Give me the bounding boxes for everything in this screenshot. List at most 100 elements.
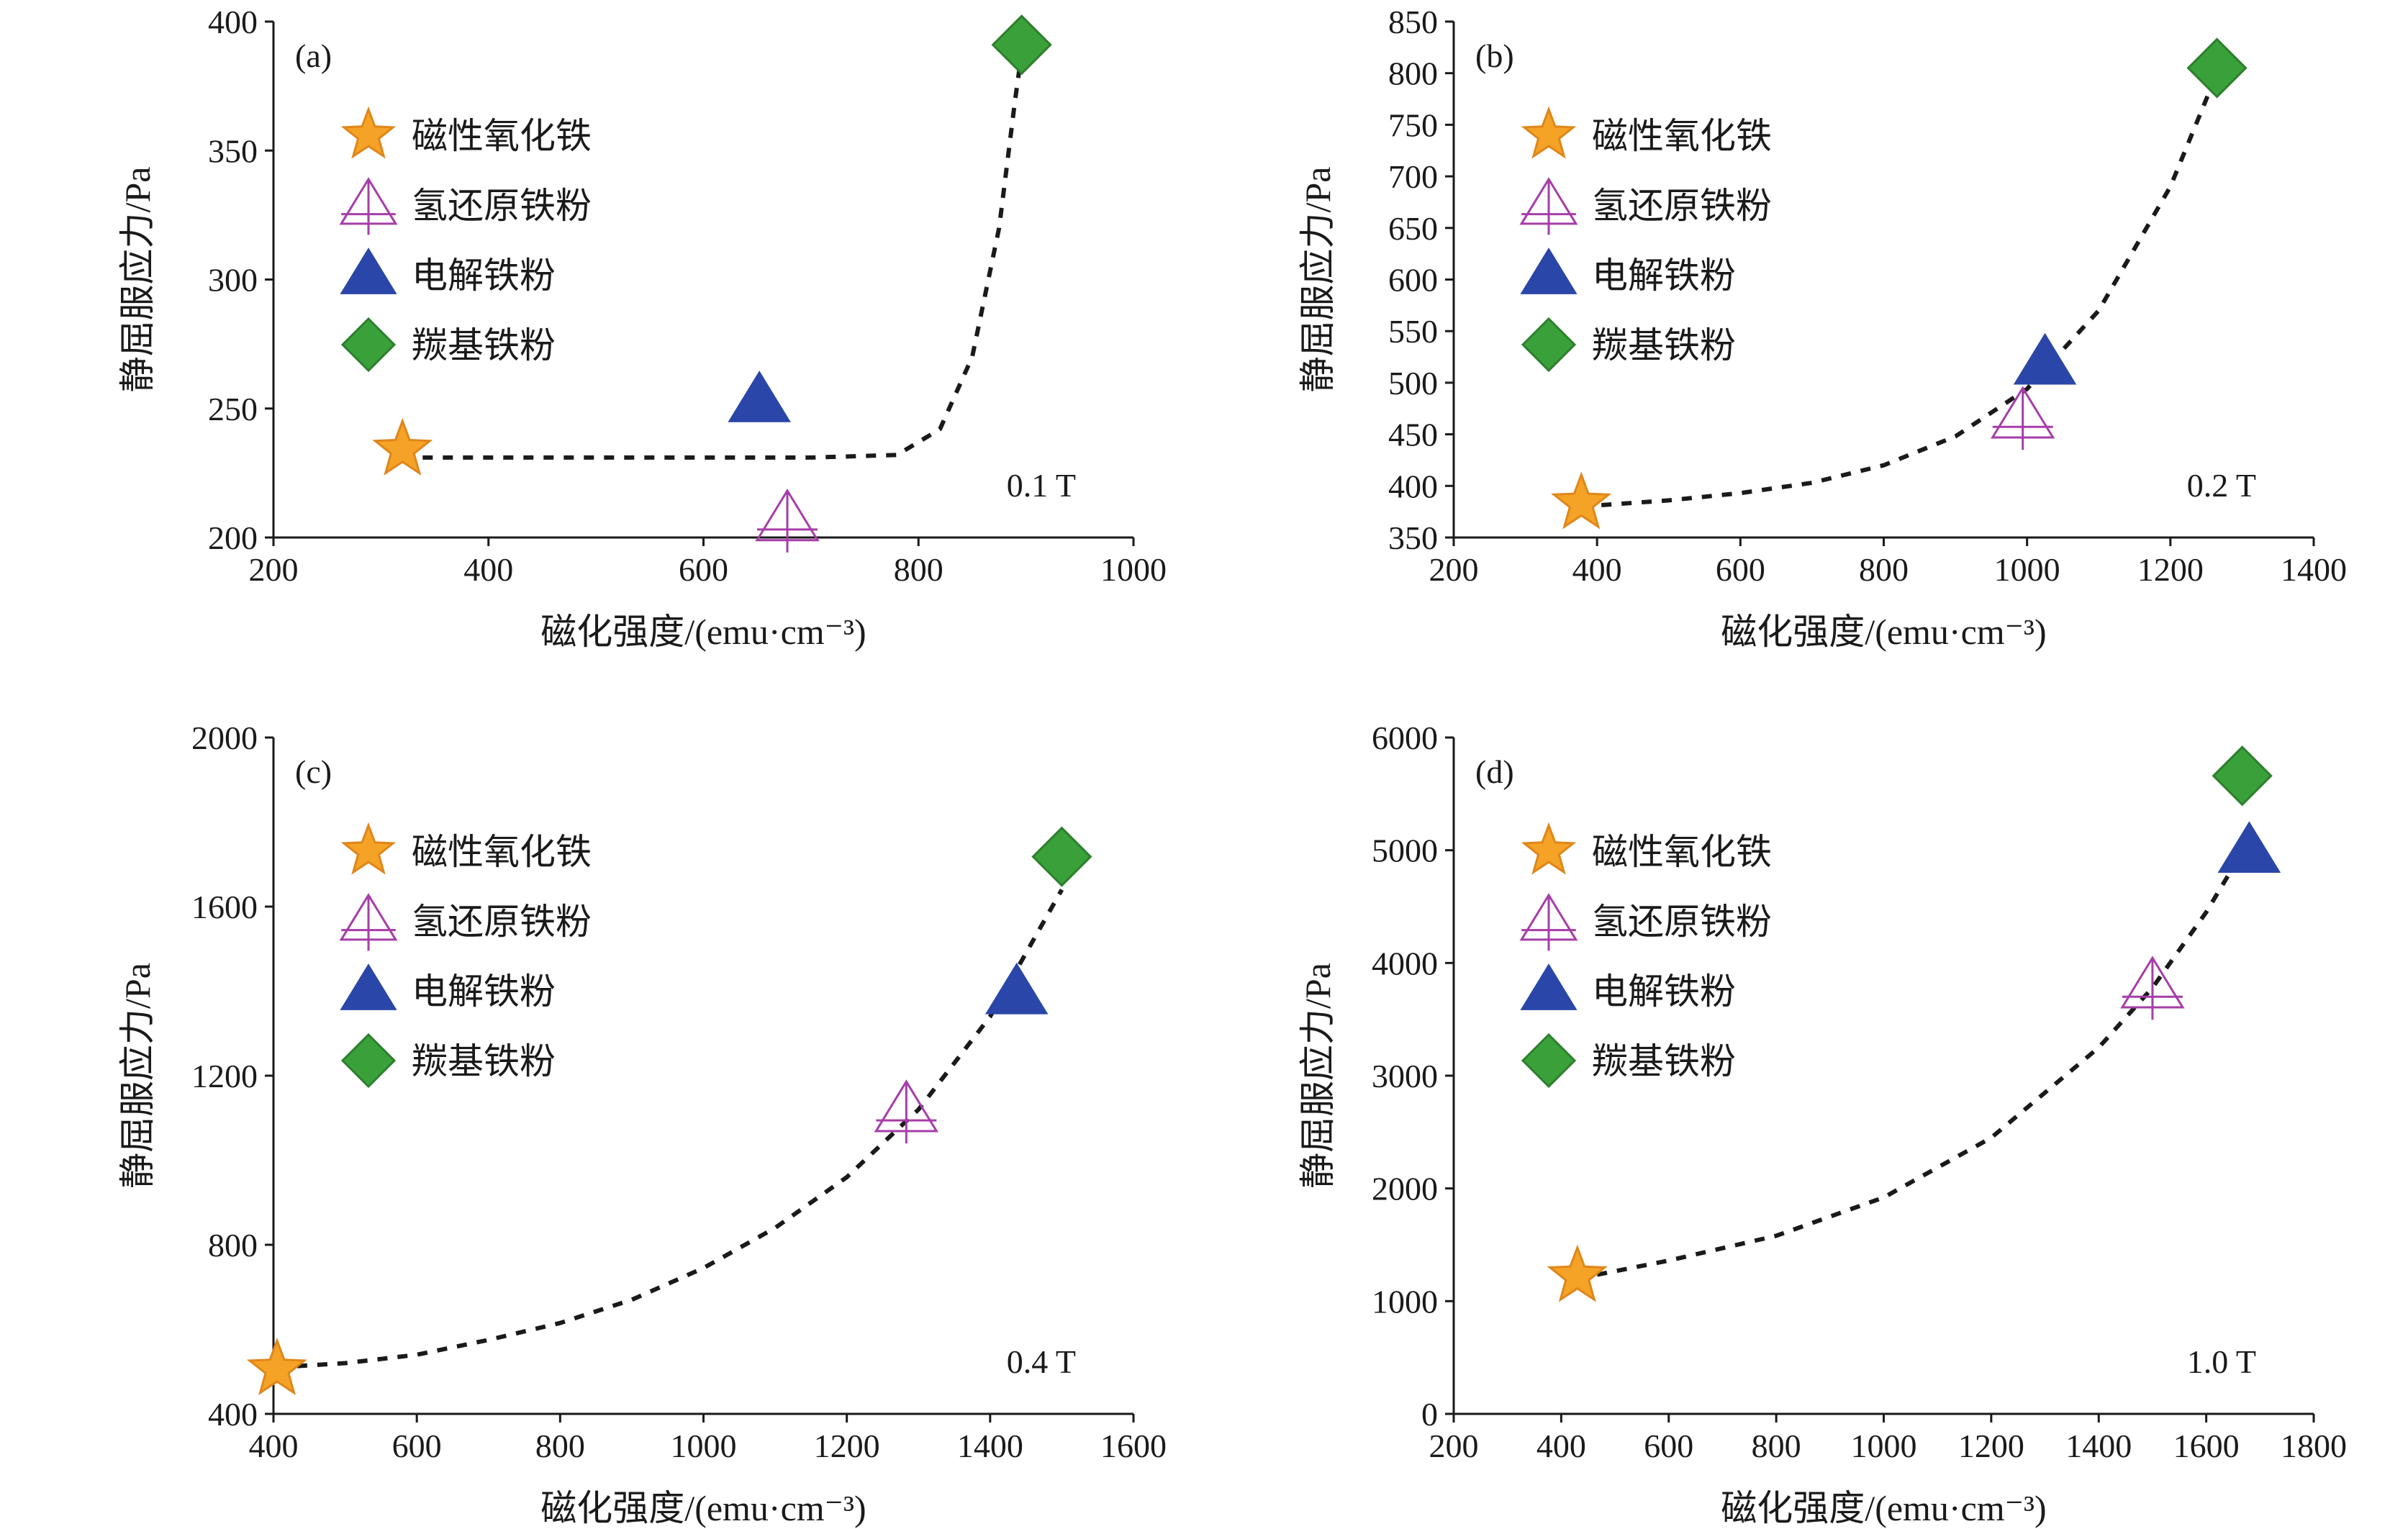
x-tick-label: 1200 [814,1428,880,1464]
data-point-triangle [2217,821,2281,874]
legend-label: 氢还原铁粉 [1592,186,1772,226]
data-point-star [372,417,433,476]
data-point-diamond [2212,745,2273,807]
y-tick-label: 800 [208,1227,258,1263]
data-point-triangle [985,962,1049,1015]
x-tick-label: 1000 [1100,551,1167,588]
chart-panel: 200 400 600 800 1000 1200 1400 350 400 450 500 550 6… [1298,4,2347,652]
chart-panel: 200 400 600 800 1000 1200 1400 1600 1800 0 1000 200… [1298,720,2347,1528]
legend-hollow-triangle-marker [339,177,398,235]
x-tick-label: 600 [679,551,728,588]
data-point-hollow-triangle [755,489,820,553]
x-tick-label: 800 [1859,551,1909,588]
legend-diamond-marker [1521,1033,1577,1089]
x-tick-label: 1800 [2281,1428,2347,1464]
x-tick-label: 200 [1429,551,1479,588]
legend-entry: 氢还原铁粉 [339,893,592,951]
legend-label: 氢还原铁粉 [412,902,592,942]
legend-entry: 电解铁粉 [340,963,556,1012]
x-tick-label: 600 [1716,551,1765,588]
y-axis-title: 静屈服应力/Pa [1298,167,1338,393]
legend-hollow-triangle-marker [1519,893,1578,951]
legend-triangle-marker [340,963,397,1010]
data-point-hollow-triangle [1991,386,2055,450]
legend-label: 磁性氧化铁 [1592,832,1772,872]
legend-star-marker [340,106,397,159]
panel-tag: (d) [1475,753,1514,790]
x-tick-label: 400 [463,551,513,588]
y-tick-label: 1600 [191,889,258,925]
y-tick-label: 6000 [1372,720,1438,756]
x-tick-label: 800 [535,1428,585,1464]
x-tick-label: 1400 [2281,551,2347,588]
dashed-fit-curve [1581,72,2219,509]
data-point-diamond [2186,37,2248,99]
legend-label: 氢还原铁粉 [412,186,592,226]
y-tick-label: 800 [1388,55,1438,92]
legend-entry: 羰基铁粉 [1521,317,1736,373]
dashed-fit-curve [276,889,1064,1370]
chart-panel: 200 400 600 800 1000 200 250 300 350 400 磁化强度/(emu… [117,4,1167,652]
y-tick-label: 650 [1388,210,1438,247]
y-tick-label: 450 [1388,417,1438,453]
data-point-star [1547,1244,1608,1302]
legend-label: 羰基铁粉 [412,325,556,366]
legend-triangle-marker [1520,248,1578,294]
legend-triangle-marker [340,248,397,294]
legend-entry: 氢还原铁粉 [339,177,592,235]
legend-label: 磁性氧化铁 [412,832,592,872]
legend-entry: 电解铁粉 [1520,248,1736,296]
legend-entry: 氢还原铁粉 [1519,177,1772,235]
x-axis-title: 磁化强度/(emu·cm⁻³) [1721,612,2046,652]
legend-star-marker [1521,822,1577,875]
y-tick-label: 700 [1388,158,1438,195]
y-tick-label: 750 [1388,106,1438,143]
x-tick-label: 1400 [957,1428,1023,1464]
y-axis-title: 静屈服应力/Pa [117,167,158,393]
legend-entry: 羰基铁粉 [1521,1033,1736,1089]
y-tick-label: 850 [1388,4,1438,40]
y-axis-title: 静屈服应力/Pa [117,963,158,1189]
legend-entry: 电解铁粉 [340,248,556,296]
x-tick-label: 200 [1429,1428,1479,1464]
legend-label: 羰基铁粉 [412,1041,556,1081]
data-point-star [246,1338,308,1396]
legend-star-marker [340,822,397,875]
legend-label: 磁性氧化铁 [1592,116,1772,156]
legend-entry: 电解铁粉 [1520,963,1736,1012]
panel-tag: (a) [295,37,332,74]
legend-entry: 磁性氧化铁 [1521,822,1772,875]
legend-hollow-triangle-marker [339,893,398,951]
chart-panel: 400 600 800 1000 1200 1400 1600 400 800 1200 1600 2… [117,720,1167,1528]
legend-entry: 氢还原铁粉 [1519,893,1772,951]
legend-label: 羰基铁粉 [1592,325,1736,366]
x-axis-title: 磁化强度/(emu·cm⁻³) [540,612,866,652]
field-strength-label: 0.2 T [2187,467,2256,504]
legend-entry: 磁性氧化铁 [340,822,592,875]
y-tick-label: 300 [208,262,258,299]
legend-entry: 羰基铁粉 [340,317,556,373]
y-tick-label: 550 [1388,313,1438,350]
x-tick-label: 1200 [1958,1428,2024,1464]
legend-entry: 磁性氧化铁 [1521,106,1772,159]
legend-diamond-marker [340,317,397,373]
x-tick-label: 400 [1572,551,1622,588]
data-point-triangle [2013,332,2077,385]
field-strength-label: 0.1 T [1007,467,1076,504]
y-tick-label: 5000 [1372,832,1438,869]
y-tick-label: 500 [1388,365,1438,401]
data-point-diamond [991,14,1052,76]
x-tick-label: 1200 [2137,551,2204,588]
legend-triangle-marker [1520,963,1578,1010]
y-tick-label: 400 [208,4,258,40]
legend-entry: 羰基铁粉 [340,1033,556,1089]
x-tick-label: 1600 [1100,1428,1167,1464]
legend-label: 电解铁粉 [1592,971,1736,1012]
legend-star-marker [1521,106,1577,159]
data-point-hollow-triangle [874,1079,938,1144]
y-tick-label: 4000 [1372,945,1438,981]
y-tick-label: 2000 [1372,1171,1438,1207]
y-tick-label: 600 [1388,262,1438,299]
dashed-fit-curve [1577,866,2235,1281]
x-tick-label: 1000 [1851,1428,1917,1464]
